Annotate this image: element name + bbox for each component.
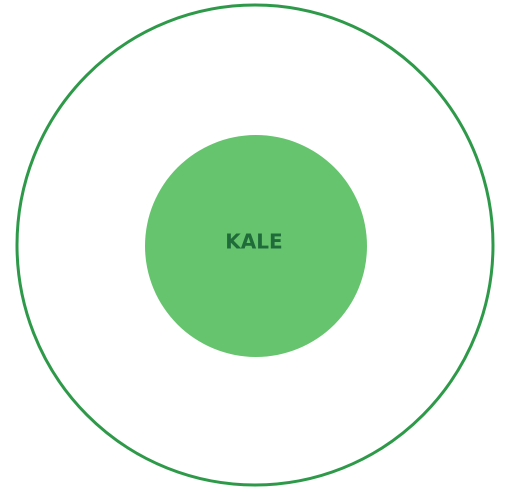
inner-circle bbox=[145, 135, 367, 357]
label: KALE bbox=[225, 230, 282, 254]
outer-circle bbox=[15, 3, 495, 487]
